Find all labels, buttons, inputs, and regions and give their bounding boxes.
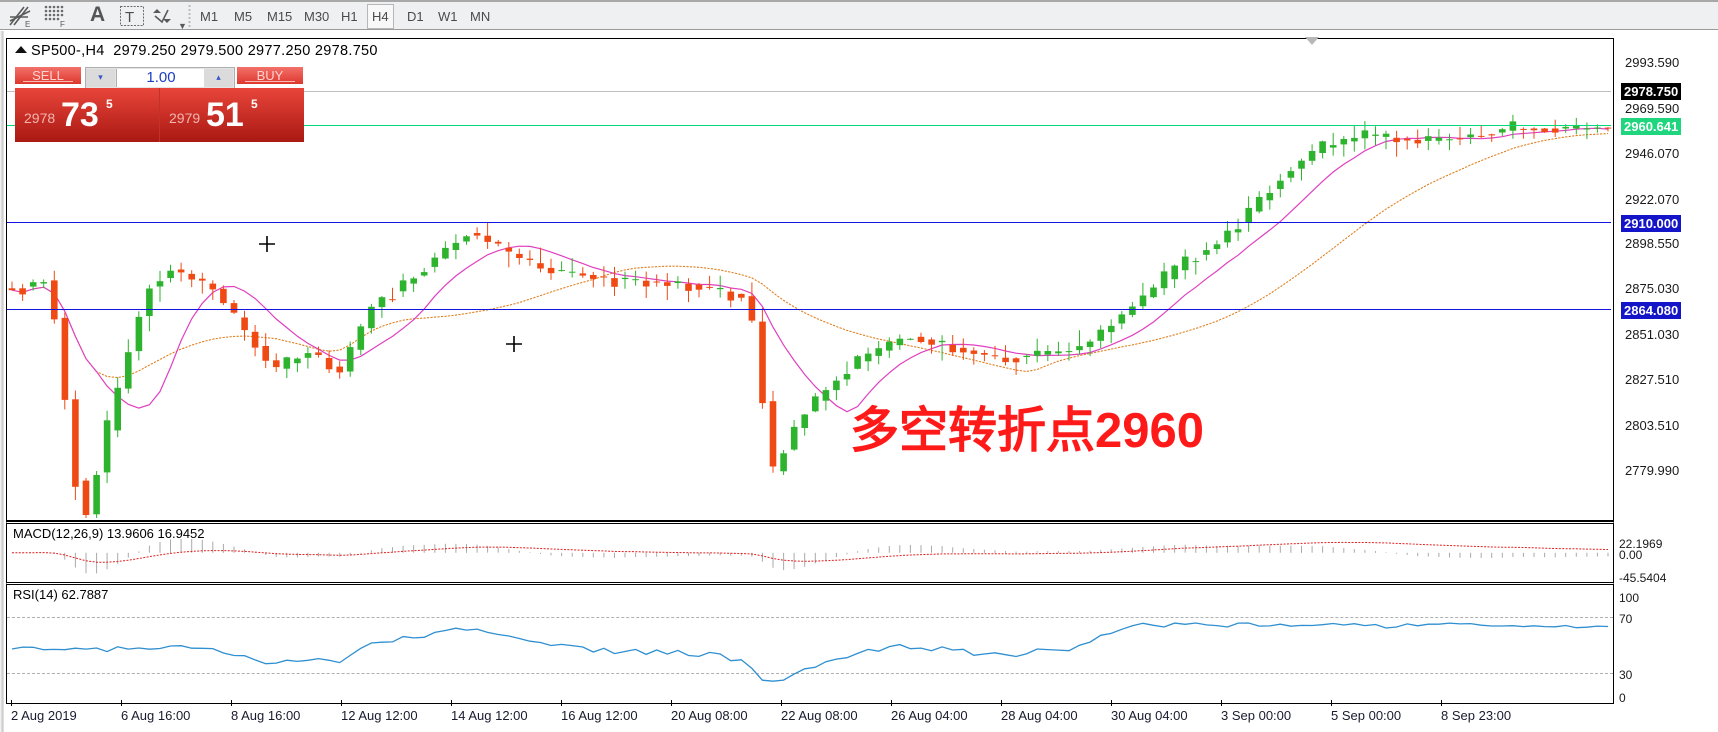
svg-text:F: F [60,20,65,29]
svg-text:T: T [125,9,134,26]
svg-text:E: E [25,20,30,29]
